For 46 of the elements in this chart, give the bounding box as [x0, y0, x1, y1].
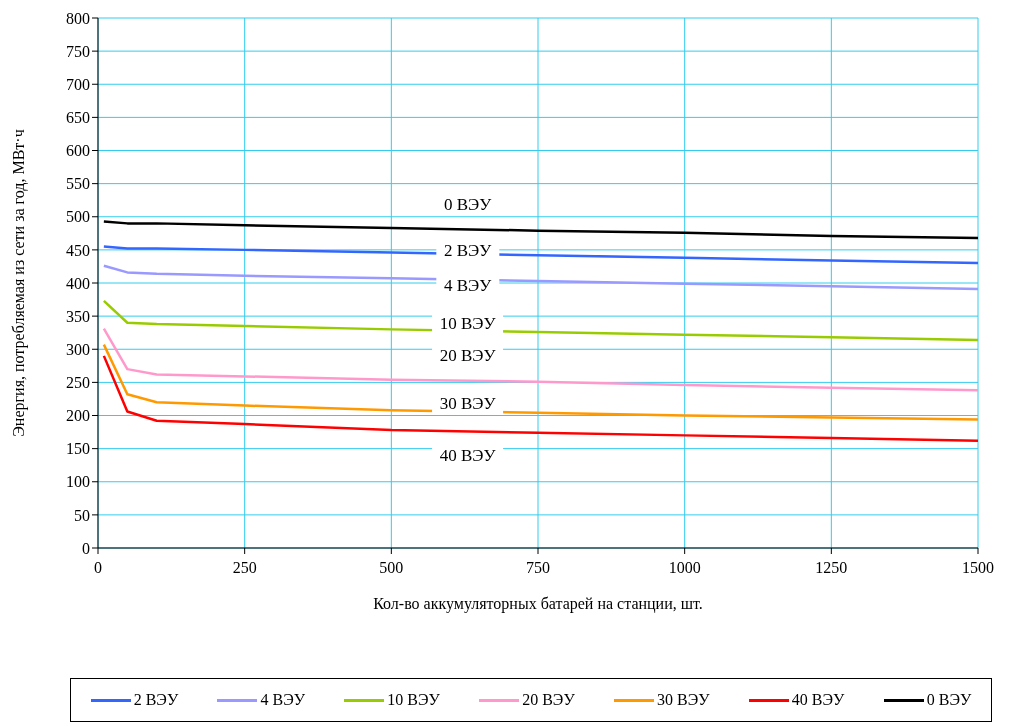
- x-tick-label: 1000: [668, 559, 701, 577]
- annotation: 10 ВЭУ: [431, 313, 504, 334]
- y-tick-label: 350: [66, 307, 90, 325]
- annotation: 30 ВЭУ: [431, 394, 504, 415]
- x-tick-label: 1500: [962, 559, 994, 577]
- annotation: 0 ВЭУ: [435, 194, 500, 215]
- legend-label: 40 ВЭУ: [790, 691, 845, 709]
- y-tick-label: 0: [82, 539, 90, 557]
- legend-label: 0 ВЭУ: [925, 691, 972, 709]
- y-tick-label: 50: [74, 506, 90, 524]
- x-tick-label: 1250: [815, 559, 848, 577]
- x-tick-label: 0: [94, 559, 102, 577]
- y-tick-label: 800: [66, 9, 90, 27]
- legend-label: 4 ВЭУ: [259, 691, 306, 709]
- y-tick-label: 700: [66, 75, 90, 93]
- y-tick-label: 250: [66, 374, 90, 392]
- line-series: [102, 343, 978, 421]
- y-tick-label: 500: [66, 208, 90, 226]
- x-axis-title: Кол-во аккумуляторных батарей на станции, шт.: [373, 595, 703, 614]
- legend-label: 30 ВЭУ: [656, 691, 710, 709]
- x-tick-label: 500: [379, 559, 404, 577]
- line-series: [102, 264, 978, 291]
- line-series: [102, 245, 978, 265]
- y-tick-label: 400: [66, 274, 90, 292]
- y-tick-label: 550: [66, 175, 90, 193]
- line-series: [102, 220, 978, 240]
- line-series: [102, 299, 978, 342]
- y-tick-label: 100: [66, 473, 90, 491]
- legend-label: 20 ВЭУ: [521, 691, 575, 709]
- y-tick-label: 450: [66, 241, 90, 259]
- line-series: [102, 327, 978, 392]
- annotation: 2 ВЭУ: [435, 241, 500, 262]
- y-tick-label: 650: [66, 109, 90, 127]
- annotation: 40 ВЭУ: [431, 446, 504, 467]
- y-tick-label: 150: [66, 440, 90, 458]
- x-tick-label: 750: [526, 559, 550, 577]
- y-tick-label: 200: [66, 407, 90, 425]
- x-tick-label: 250: [232, 559, 257, 577]
- legend-label: 10 ВЭУ: [386, 691, 440, 709]
- annotation: 4 ВЭУ: [435, 275, 500, 296]
- legend-label: 2 ВЭУ: [132, 691, 179, 709]
- y-tick-label: 600: [66, 142, 90, 160]
- y-tick-label: 750: [66, 42, 90, 60]
- y-tick-label: 300: [66, 340, 90, 358]
- y-axis-title: Энергия, потребляемая из сети за год, МВт·ч: [9, 129, 28, 437]
- annotation: 20 ВЭУ: [431, 345, 504, 366]
